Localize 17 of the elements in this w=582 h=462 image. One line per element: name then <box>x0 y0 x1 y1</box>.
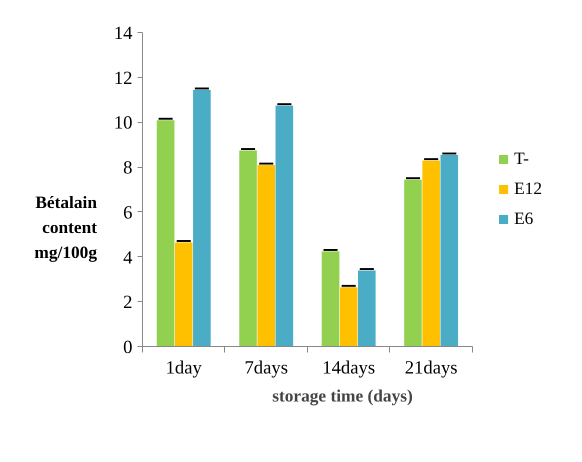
y-tick-label: 8 <box>123 158 132 179</box>
y-tick-label: 12 <box>114 68 132 89</box>
y-tick-label: 4 <box>123 247 134 268</box>
y-axis-title: Bétalain content mg/100g <box>34 192 97 264</box>
y-tick-label: 6 <box>123 202 132 224</box>
legend-label: E12 <box>514 179 542 199</box>
x-tick-label: 21days <box>404 358 458 378</box>
x-tick-label: 14days <box>322 358 376 378</box>
x-tick-label: 1day <box>166 358 203 378</box>
y-tick-label: 14 <box>114 23 134 44</box>
y-tick-label: 0 <box>123 337 132 358</box>
legend-label: T- <box>514 149 530 169</box>
y-tick-label: 10 <box>114 112 132 134</box>
x-tick-label: 7days <box>244 358 288 378</box>
x-axis-title: storage time (days) <box>272 386 413 406</box>
legend-label: E6 <box>514 209 534 229</box>
y-tick-label: 2 <box>123 292 132 314</box>
